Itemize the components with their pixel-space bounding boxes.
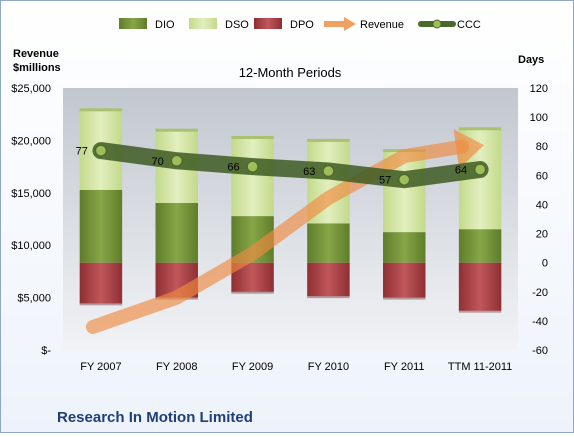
category-label: FY 2009	[232, 361, 273, 373]
legend-label-dio: DIO	[155, 19, 175, 31]
ccc-data-label: 70	[152, 156, 164, 168]
legend-swatch-dso	[189, 18, 217, 29]
right-tick-label: 80	[536, 141, 548, 153]
chart-subtitle: 12-Month Periods	[239, 65, 342, 80]
right-tick-label: -60	[532, 345, 548, 357]
left-tick-label: $20,000	[11, 135, 51, 147]
ccc-data-label: 66	[227, 162, 239, 174]
revenue-series	[85, 129, 485, 334]
ccc-data-label: 63	[303, 166, 315, 178]
ccc-point	[398, 173, 411, 186]
dpo-bar	[307, 262, 350, 297]
ccc-point	[246, 160, 259, 173]
revenue-arrow-line	[85, 139, 470, 334]
left-tick-label: $5,000	[17, 293, 51, 305]
legend-label-dso: DSO	[225, 19, 249, 31]
dio-bar	[458, 229, 502, 263]
ccc-data-label: 64	[455, 165, 467, 177]
category-label: FY 2010	[308, 361, 349, 373]
legend-swatch-dpo	[254, 18, 282, 29]
dpo-bar	[79, 262, 123, 304]
right-tick-label: 40	[536, 199, 548, 211]
category-axis: FY 2007 FY 2008 FY 2009 FY 2010 FY 2011 TTM 1…	[80, 361, 512, 373]
ccc-point	[473, 163, 487, 176]
right-axis-ticks: -60 -40 -20 0 20 40 60 80 100 120	[530, 83, 548, 357]
legend-label-dpo: DPO	[290, 19, 314, 31]
dio-bar	[79, 189, 123, 263]
dso-bar-top	[307, 138, 350, 142]
dio-bar	[307, 223, 350, 263]
right-tick-label: -40	[532, 316, 548, 328]
dso-bar-top	[458, 127, 502, 131]
dso-bar-top	[155, 128, 198, 132]
left-tick-label: $25,000	[11, 83, 51, 95]
right-tick-label: -20	[532, 287, 548, 299]
ccc-point	[170, 154, 183, 168]
dso-bar	[231, 137, 274, 217]
ccc-data-label: 77	[76, 146, 88, 158]
dpo-bar-shadow	[458, 308, 502, 313]
legend: DIO DSO DPO Revenue CCC	[119, 17, 481, 31]
right-tick-label: 60	[536, 170, 548, 182]
legend-label-revenue: Revenue	[360, 19, 404, 31]
ccc-line	[92, 142, 489, 189]
category-label: FY 2007	[80, 361, 121, 373]
category-label: FY 2011	[384, 361, 425, 373]
left-axis-title-line2: $millions	[13, 62, 61, 74]
dio-bar	[383, 232, 426, 263]
left-axis-ticks: $- $5,000 $10,000 $15,000 $20,000 $25,000	[11, 83, 51, 357]
category-label: TTM 11-2011	[448, 361, 512, 373]
revenue-arrow-head	[453, 129, 485, 169]
left-tick-label: $15,000	[11, 188, 51, 200]
dpo-bar-shadow	[383, 295, 426, 300]
right-tick-label: 120	[530, 83, 548, 95]
right-tick-label: 0	[542, 258, 548, 270]
legend-swatch-revenue-head	[344, 17, 356, 31]
legend-swatch-dio	[119, 18, 147, 29]
dio-bar	[155, 202, 198, 263]
dso-bar-top	[231, 135, 274, 139]
left-tick-label: $-	[41, 345, 51, 357]
category-label: FY 2008	[156, 361, 197, 373]
right-tick-label: 20	[536, 229, 548, 241]
left-tick-label: $10,000	[11, 240, 51, 252]
dso-bar-top	[79, 108, 123, 112]
legend-swatch-ccc-marker	[432, 19, 442, 29]
right-tick-label: 100	[530, 112, 548, 124]
ccc-point	[322, 164, 335, 178]
right-axis-title: Days	[518, 54, 544, 66]
left-axis-title-line1: Revenue	[13, 48, 59, 60]
dpo-bar	[458, 262, 502, 311]
dpo-bar	[383, 262, 426, 298]
ccc-series: 77 70 66 63 57 64	[76, 142, 489, 189]
legend-label-ccc: CCC	[457, 19, 481, 31]
company-name: Research In Motion Limited	[57, 409, 253, 426]
ccc-data-label: 57	[379, 175, 391, 187]
ccc-point	[94, 144, 108, 157]
